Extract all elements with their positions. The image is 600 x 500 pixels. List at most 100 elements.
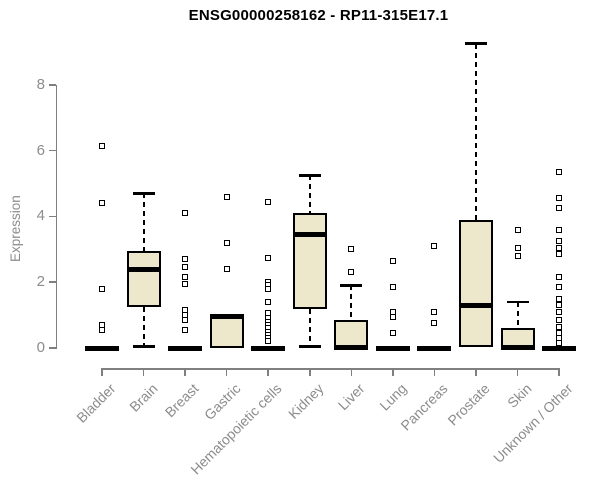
- y-axis-line: [55, 84, 57, 349]
- outlier-point: [431, 243, 438, 249]
- outlier-point: [99, 200, 105, 207]
- outlier-point: [99, 285, 105, 292]
- outlier-point: [182, 264, 189, 271]
- upper-whisker-cap: [132, 192, 155, 195]
- y-tick-label: 8: [36, 75, 45, 93]
- upper-whisker-cap: [506, 300, 529, 304]
- outlier-point: [223, 193, 230, 200]
- upper-whisker-line: [474, 43, 477, 220]
- y-tick: [49, 281, 56, 283]
- median-line: [292, 231, 327, 237]
- outlier-point: [265, 338, 272, 345]
- outlier-point: [556, 244, 563, 251]
- outlier-point: [556, 295, 563, 302]
- outlier-point: [556, 205, 563, 212]
- outlier-point: [431, 308, 438, 315]
- outlier-point: [265, 254, 272, 261]
- x-tick: [142, 369, 145, 376]
- x-tick: [558, 369, 560, 376]
- box-rect: [458, 219, 493, 348]
- median-line: [417, 345, 452, 351]
- median-line: [458, 302, 493, 308]
- median-line: [334, 344, 369, 350]
- outlier-point: [265, 285, 272, 292]
- outlier-point: [431, 320, 438, 327]
- outlier-point: [556, 251, 563, 258]
- x-axis-line: [101, 368, 561, 370]
- outlier-point: [514, 244, 521, 251]
- outlier-point: [182, 256, 189, 263]
- y-tick-label: 6: [36, 141, 45, 159]
- outlier-point: [514, 252, 521, 259]
- outlier-point: [389, 330, 396, 337]
- outlier-point: [348, 269, 355, 276]
- x-tick: [516, 369, 519, 376]
- outlier-point: [556, 195, 563, 202]
- y-tick: [49, 149, 56, 152]
- x-tick: [350, 369, 353, 376]
- outlier-point: [556, 274, 563, 281]
- upper-whisker-cap: [298, 174, 321, 177]
- outlier-point: [265, 198, 272, 205]
- outlier-point: [556, 323, 563, 330]
- outlier-point: [99, 326, 105, 333]
- outlier-point: [182, 317, 189, 324]
- outlier-point: [182, 274, 189, 281]
- box-rect: [292, 213, 327, 309]
- lower-whisker-line: [308, 308, 311, 347]
- x-tick: [267, 369, 269, 376]
- median-line: [209, 314, 244, 320]
- outlier-point: [389, 257, 396, 264]
- median-line: [500, 344, 535, 350]
- y-tick: [49, 84, 56, 86]
- y-tick: [49, 215, 56, 218]
- lower-whisker-cap: [132, 345, 155, 348]
- outlier-point: [348, 246, 355, 253]
- outlier-point: [182, 210, 189, 217]
- outlier-point: [556, 226, 563, 233]
- median-line: [251, 345, 286, 351]
- y-tick-label: 0: [36, 339, 45, 356]
- x-tick: [309, 369, 311, 376]
- outlier-point: [556, 284, 563, 291]
- lower-whisker-cap: [298, 345, 321, 348]
- y-tick-label: 4: [36, 207, 45, 225]
- upper-whisker-line: [142, 193, 145, 251]
- x-tick: [433, 369, 436, 376]
- x-tick: [101, 369, 103, 376]
- outlier-point: [389, 313, 396, 320]
- box-rect: [209, 315, 244, 348]
- upper-whisker-cap: [340, 284, 363, 287]
- x-tick: [392, 369, 394, 376]
- outlier-point: [556, 168, 563, 175]
- x-tick: [184, 369, 186, 376]
- median-line: [542, 345, 577, 351]
- x-tick: [475, 369, 477, 376]
- upper-whisker-line: [516, 301, 519, 329]
- outlier-point: [182, 326, 189, 333]
- chart-title: ENSG00000258162 - RP11-315E17.1: [188, 7, 449, 24]
- outlier-point: [223, 239, 230, 246]
- lower-whisker-line: [142, 306, 145, 347]
- upper-whisker-cap: [464, 42, 487, 45]
- y-tick: [49, 347, 56, 349]
- median-line: [375, 345, 410, 351]
- outlier-point: [556, 238, 563, 245]
- outlier-point: [556, 317, 563, 324]
- box-rect: [126, 250, 161, 307]
- x-tick: [225, 369, 228, 376]
- outlier-point: [389, 284, 396, 291]
- median-line: [85, 345, 119, 351]
- y-tick-label: 2: [36, 273, 45, 291]
- outlier-point: [556, 340, 563, 347]
- outlier-point: [265, 298, 272, 305]
- median-line: [168, 345, 203, 351]
- outlier-point: [514, 226, 521, 233]
- upper-whisker-line: [350, 285, 353, 321]
- outlier-point: [556, 308, 563, 315]
- outlier-point: [223, 266, 230, 273]
- upper-whisker-line: [308, 175, 311, 214]
- box-rect: [334, 320, 369, 348]
